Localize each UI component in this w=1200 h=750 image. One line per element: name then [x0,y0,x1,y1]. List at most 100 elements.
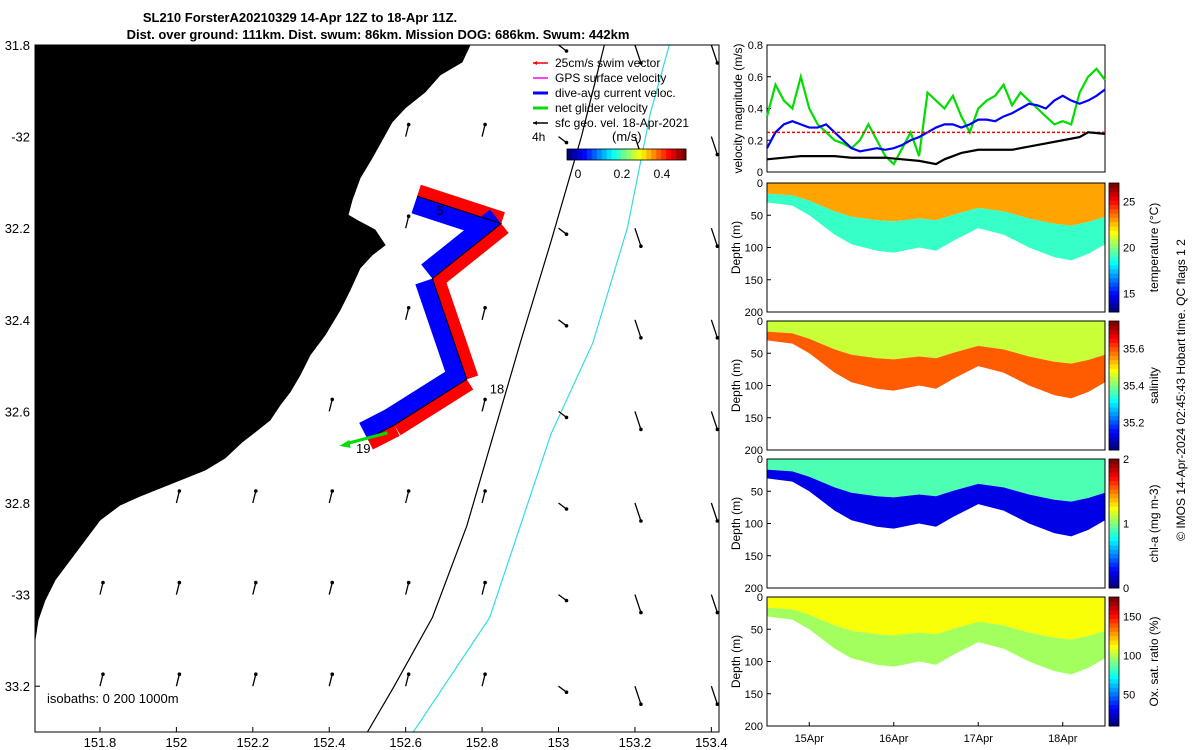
section-colorbar-cell [1109,299,1119,304]
velocity-ytick-label: 0.6 [748,72,763,84]
title-line-2: Dist. over ground: 111km. Dist. swum: 86… [127,27,630,42]
geo-arrow-head [483,397,487,402]
section-colorbar-cell [1109,708,1119,714]
land-mass [35,45,471,641]
section-colorbar-cell [1109,549,1119,555]
geo-arrow-head [483,306,487,310]
map-xtick-label: 152.4 [313,735,346,750]
net-velocity-arrowhead [339,439,351,448]
legend-swim-arrowhead [533,61,537,65]
section-ytick-label: 200 [745,583,763,595]
current-band [421,209,502,279]
section-colorbar-cell [1109,597,1119,602]
section-colorbar-cell [1109,385,1119,391]
section-colorbar-frame [1108,320,1120,451]
legend-interval: 4h [532,130,545,144]
speed-colorbar-cell [586,149,593,160]
swim-band [417,184,505,224]
section-colorbar-cell [1109,614,1119,619]
speed-colorbar-cell [666,149,672,160]
section-colorbar-cell [1109,484,1119,490]
track-label: 19 [356,441,370,456]
section-colorbar-cell [1109,351,1119,356]
section-ytick-label: 50 [751,348,763,360]
section-ytick-label: 200 [745,445,763,457]
section-colorbar-cell [1109,700,1119,705]
geo-arrow-head [330,672,335,676]
geo-arrow [481,490,486,504]
section-colorbar-cell [1109,635,1119,641]
geo-arrow [175,490,181,504]
title-line-1: SL210 ForsterA20210329 14-Apr 12Z to 18-… [143,10,457,25]
geo-arrow [405,490,410,504]
geo-arrow [175,582,181,595]
section-colorbar-cell [1109,230,1119,236]
section-colorbar-cell [1109,670,1119,675]
section-colorbar-cell [1109,445,1119,451]
chla-section: 0 50 100 150 200 Depth (m) 0 1 2 chl-a (mg m-3) [729,454,1161,595]
geo-arrow-head [330,122,335,127]
section-colorbar-cell [1109,398,1119,404]
map-ytick-label: 32.6 [5,404,30,419]
speed-colorbar-cell [661,149,667,160]
geo-arrow-head [483,672,487,676]
geo-arrow-head [639,244,643,248]
geo-arrow-head [564,690,569,694]
section-colorbar-cell [1109,432,1119,438]
geo-arrow [634,594,642,613]
geo-arrow-head [564,598,569,603]
velocity-ytick-label: 0.8 [748,40,763,52]
section-colorbar-cell [1109,519,1119,524]
geo-arrow-head [406,489,411,493]
track-label: 18 [490,382,504,397]
map-xtick-label: 152.2 [237,735,270,750]
section-colorbar-cell [1109,208,1119,214]
section-colorbar-cell [1109,648,1119,654]
section-colorbar-cell [1109,381,1119,386]
map-panel: 5 18 19 151.8 152 152.2 152.4 152.6 152.8 153 153… [5,38,728,750]
section-colorbar-cell [1109,562,1119,567]
geo-arrow [710,136,718,155]
map-ytick-label: 32.2 [5,221,30,236]
geo-arrow-head [101,672,105,676]
section-colorbar-tick: 20 [1123,243,1135,255]
geo-arrow [328,307,333,320]
section-colorbar-cell [1109,459,1119,464]
section-colorbar-cell [1109,277,1119,283]
geo-arrow-head [639,610,643,615]
section-colorbar-cell [1109,661,1119,667]
geo-arrow-head [715,336,719,340]
oxygen-section: 0 50 100 150 200 Depth (m) 50 100 150 Ox. sat. ra… [729,592,1161,733]
section-ytick-label: 150 [745,551,763,563]
section-colorbar-cell [1109,687,1119,693]
section-colorbar-cell [1109,247,1119,253]
geo-arrow [405,307,410,320]
section-colorbar-cell [1109,480,1119,486]
speed-colorbar-cell [646,149,652,160]
geo-arrow-head [639,519,643,523]
section-colorbar-cell [1109,342,1119,348]
section-colorbar-tick: 25 [1123,196,1135,208]
geo-arrow-head [406,122,411,127]
section-colorbar-cell [1109,411,1119,417]
section-colorbar-cell [1109,437,1119,442]
section-ylabel: Depth (m) [729,221,743,274]
geo-arrow [634,319,642,339]
geo-arrow-head [639,336,643,340]
section-colorbar-cell [1109,523,1119,529]
section-colorbar-cell [1109,631,1119,637]
section-colorbar-cell [1109,570,1119,576]
geo-arrow [405,216,410,229]
section-colorbar-cell [1109,463,1119,469]
geo-arrow [710,319,718,339]
geo-arrow-head [639,427,643,432]
velocity-series-line [766,131,1106,166]
map-frame [34,44,720,733]
section-colorbar-cell [1109,303,1119,309]
geo-arrow [481,307,486,320]
velocity-ytick-label: 0.4 [748,104,763,116]
speed-colorbar-cell [651,149,657,160]
section-colorbar-cell [1109,195,1119,201]
speed-colorbar-cell [576,149,583,160]
